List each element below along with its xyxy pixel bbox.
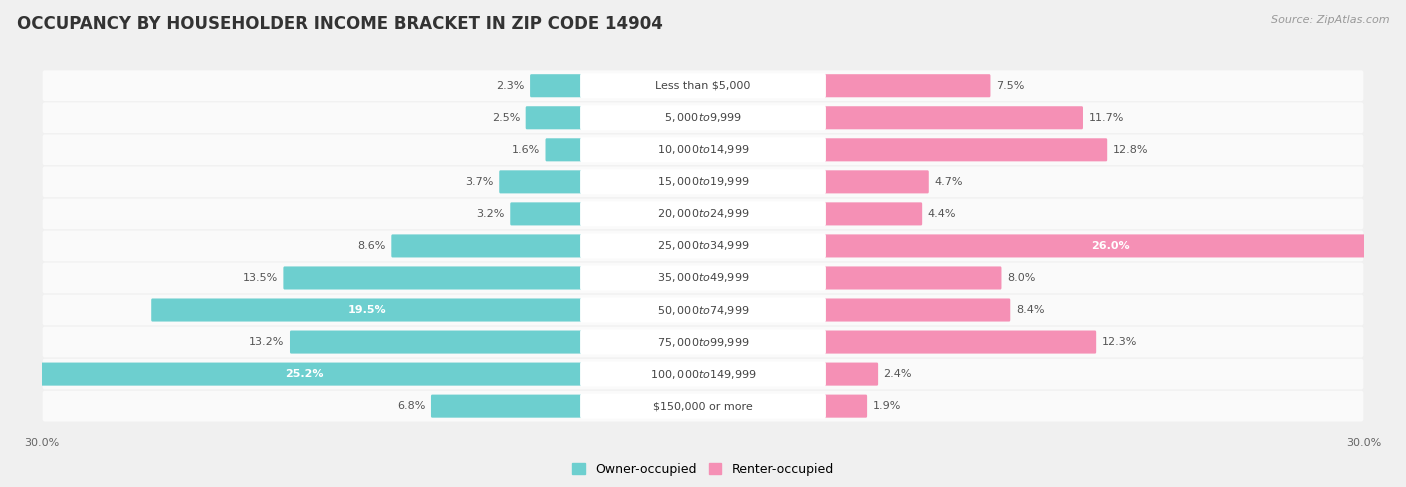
FancyBboxPatch shape bbox=[823, 170, 929, 193]
Text: OCCUPANCY BY HOUSEHOLDER INCOME BRACKET IN ZIP CODE 14904: OCCUPANCY BY HOUSEHOLDER INCOME BRACKET … bbox=[17, 15, 662, 33]
FancyBboxPatch shape bbox=[42, 391, 1364, 422]
FancyBboxPatch shape bbox=[42, 230, 1364, 262]
FancyBboxPatch shape bbox=[546, 138, 583, 161]
FancyBboxPatch shape bbox=[42, 359, 1364, 390]
Text: $25,000 to $34,999: $25,000 to $34,999 bbox=[657, 240, 749, 252]
Legend: Owner-occupied, Renter-occupied: Owner-occupied, Renter-occupied bbox=[568, 458, 838, 481]
FancyBboxPatch shape bbox=[391, 234, 583, 258]
Text: 3.2%: 3.2% bbox=[477, 209, 505, 219]
Text: 6.8%: 6.8% bbox=[396, 401, 426, 411]
Text: 19.5%: 19.5% bbox=[347, 305, 387, 315]
FancyBboxPatch shape bbox=[581, 265, 825, 290]
Text: $10,000 to $14,999: $10,000 to $14,999 bbox=[657, 143, 749, 156]
Text: 11.7%: 11.7% bbox=[1088, 113, 1123, 123]
FancyBboxPatch shape bbox=[499, 170, 583, 193]
Text: 25.2%: 25.2% bbox=[285, 369, 323, 379]
FancyBboxPatch shape bbox=[581, 202, 825, 226]
FancyBboxPatch shape bbox=[25, 362, 583, 386]
Text: 2.5%: 2.5% bbox=[492, 113, 520, 123]
Text: 8.4%: 8.4% bbox=[1015, 305, 1045, 315]
Text: Source: ZipAtlas.com: Source: ZipAtlas.com bbox=[1271, 15, 1389, 25]
FancyBboxPatch shape bbox=[290, 331, 583, 354]
FancyBboxPatch shape bbox=[823, 266, 1001, 289]
Text: 4.4%: 4.4% bbox=[928, 209, 956, 219]
FancyBboxPatch shape bbox=[42, 199, 1364, 229]
FancyBboxPatch shape bbox=[42, 295, 1364, 325]
Text: Less than $5,000: Less than $5,000 bbox=[655, 81, 751, 91]
FancyBboxPatch shape bbox=[823, 106, 1083, 130]
FancyBboxPatch shape bbox=[823, 138, 1107, 161]
FancyBboxPatch shape bbox=[526, 106, 583, 130]
FancyBboxPatch shape bbox=[823, 203, 922, 225]
FancyBboxPatch shape bbox=[823, 331, 1097, 354]
Text: 7.5%: 7.5% bbox=[995, 81, 1025, 91]
Text: 8.0%: 8.0% bbox=[1007, 273, 1035, 283]
Text: $50,000 to $74,999: $50,000 to $74,999 bbox=[657, 303, 749, 317]
FancyBboxPatch shape bbox=[823, 299, 1011, 321]
Text: $20,000 to $24,999: $20,000 to $24,999 bbox=[657, 207, 749, 221]
FancyBboxPatch shape bbox=[42, 70, 1364, 101]
Text: 8.6%: 8.6% bbox=[357, 241, 385, 251]
Text: 12.3%: 12.3% bbox=[1102, 337, 1137, 347]
Text: $15,000 to $19,999: $15,000 to $19,999 bbox=[657, 175, 749, 188]
FancyBboxPatch shape bbox=[581, 393, 825, 419]
FancyBboxPatch shape bbox=[581, 298, 825, 322]
FancyBboxPatch shape bbox=[152, 299, 583, 321]
FancyBboxPatch shape bbox=[581, 233, 825, 259]
FancyBboxPatch shape bbox=[823, 394, 868, 418]
FancyBboxPatch shape bbox=[823, 74, 990, 97]
Text: $150,000 or more: $150,000 or more bbox=[654, 401, 752, 411]
FancyBboxPatch shape bbox=[284, 266, 583, 289]
FancyBboxPatch shape bbox=[42, 262, 1364, 293]
Text: 1.6%: 1.6% bbox=[512, 145, 540, 155]
Text: 2.4%: 2.4% bbox=[883, 369, 912, 379]
Text: 13.2%: 13.2% bbox=[249, 337, 284, 347]
FancyBboxPatch shape bbox=[42, 102, 1364, 133]
FancyBboxPatch shape bbox=[42, 134, 1364, 165]
FancyBboxPatch shape bbox=[823, 234, 1398, 258]
FancyBboxPatch shape bbox=[510, 203, 583, 225]
FancyBboxPatch shape bbox=[581, 137, 825, 162]
Text: 4.7%: 4.7% bbox=[934, 177, 963, 187]
Text: 26.0%: 26.0% bbox=[1091, 241, 1130, 251]
FancyBboxPatch shape bbox=[581, 73, 825, 98]
Text: 13.5%: 13.5% bbox=[243, 273, 278, 283]
FancyBboxPatch shape bbox=[581, 105, 825, 131]
FancyBboxPatch shape bbox=[42, 327, 1364, 357]
FancyBboxPatch shape bbox=[581, 330, 825, 355]
Text: $5,000 to $9,999: $5,000 to $9,999 bbox=[664, 111, 742, 124]
FancyBboxPatch shape bbox=[581, 169, 825, 194]
Text: 3.7%: 3.7% bbox=[465, 177, 494, 187]
FancyBboxPatch shape bbox=[581, 361, 825, 387]
FancyBboxPatch shape bbox=[530, 74, 583, 97]
Text: $100,000 to $149,999: $100,000 to $149,999 bbox=[650, 368, 756, 381]
Text: $75,000 to $99,999: $75,000 to $99,999 bbox=[657, 336, 749, 349]
Text: $35,000 to $49,999: $35,000 to $49,999 bbox=[657, 271, 749, 284]
FancyBboxPatch shape bbox=[42, 167, 1364, 197]
FancyBboxPatch shape bbox=[432, 394, 583, 418]
FancyBboxPatch shape bbox=[823, 362, 879, 386]
Text: 1.9%: 1.9% bbox=[873, 401, 901, 411]
Text: 12.8%: 12.8% bbox=[1112, 145, 1149, 155]
Text: 2.3%: 2.3% bbox=[496, 81, 524, 91]
